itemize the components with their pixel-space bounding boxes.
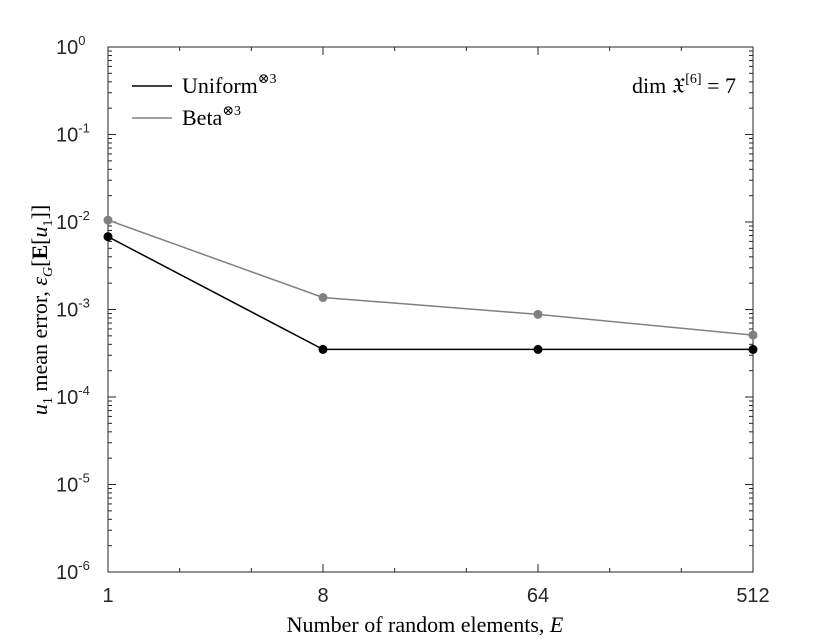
y-tick-label: 10-4 [56,383,90,409]
data-point-0-2 [533,344,543,354]
x-axis-title: Number of random elements, E [287,612,564,637]
y-tick-label: 100 [56,33,85,59]
data-point-1-1 [318,293,328,303]
plot-area [107,46,754,573]
data-point-1-0 [103,215,113,225]
data-point-0-1 [318,344,328,354]
dimension-annotation: dim 𝔛[6] = 7 [632,72,736,98]
legend-label-beta: Beta⊗3 [182,104,241,130]
series-layer [103,215,758,354]
y-tick-label: 10-1 [56,121,90,147]
y-tick-label: 10-5 [56,471,90,497]
series-line-1 [107,219,754,336]
data-point-1-2 [533,309,543,319]
series-line-0 [107,236,753,351]
y-tick-label: 10-6 [56,558,90,584]
x-tick-label: 64 [527,585,549,607]
y-axis-title: u1 mean error, εG[E[u1]] [27,205,56,415]
y-tick-label: 10-3 [56,296,90,322]
legend-label-uniform: Uniform⊗3 [182,72,277,98]
x-tick-label: 8 [317,585,328,607]
data-point-0-0 [103,232,113,242]
x-tick-label: 1 [102,585,113,607]
y-tick-label: 10-2 [56,208,90,234]
legend: Uniform⊗3 Beta⊗3 [132,72,277,130]
ticks-layer: 100 10-1 10-2 10-3 10-4 10-5 10-6 1 8 64 512 [56,33,770,607]
x-tick-label: 512 [736,585,769,607]
data-point-1-3 [748,330,758,340]
data-point-0-3 [748,344,758,354]
